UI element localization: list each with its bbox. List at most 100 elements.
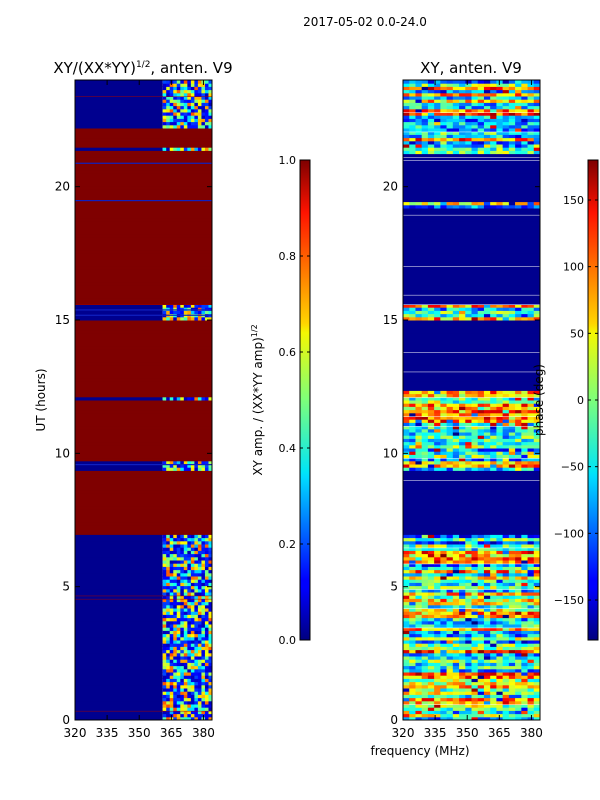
heat-cell xyxy=(201,576,206,580)
heat-cell xyxy=(434,310,441,315)
heat-cell xyxy=(197,681,202,686)
heat-cell xyxy=(166,115,171,119)
heat-cell xyxy=(440,697,447,702)
heat-cell xyxy=(75,393,212,398)
heat-cell xyxy=(409,710,416,715)
heat-cell xyxy=(521,624,528,628)
heat-cell xyxy=(403,179,540,183)
heat-cell xyxy=(515,649,522,654)
heat-cell xyxy=(521,105,528,110)
heat-cell xyxy=(197,592,202,596)
heat-cell xyxy=(75,377,212,382)
heat-cell xyxy=(496,441,503,446)
heat-cell xyxy=(446,428,454,433)
heat-cell xyxy=(403,188,540,193)
heat-cell xyxy=(409,201,416,206)
heat-cell xyxy=(440,313,447,318)
heat-cell xyxy=(415,438,422,443)
heat-cell xyxy=(533,124,540,129)
heat-cell xyxy=(421,611,429,615)
heat-cell xyxy=(421,627,429,631)
heat-cell xyxy=(483,633,491,638)
heat-cell xyxy=(527,448,535,452)
heat-cell xyxy=(409,147,416,151)
heat-cell xyxy=(403,342,540,347)
heat-cell xyxy=(440,598,447,603)
heat-cell xyxy=(452,662,460,667)
heat-cell xyxy=(208,595,212,599)
heat-cell xyxy=(502,464,510,468)
heat-cell xyxy=(75,435,212,439)
heat-cell xyxy=(75,314,212,316)
heat-cell xyxy=(434,582,441,587)
heat-cell xyxy=(190,89,195,94)
heat-cell xyxy=(496,115,503,119)
heat-cell xyxy=(483,617,491,622)
heat-cell xyxy=(459,688,466,692)
heat-cell xyxy=(459,601,466,606)
heat-cell xyxy=(452,704,460,708)
heat-cell xyxy=(527,438,535,443)
heat-cell xyxy=(75,515,212,519)
heat-cell xyxy=(194,652,199,657)
heat-cell xyxy=(180,604,185,609)
heat-cell xyxy=(403,278,540,283)
heat-cell xyxy=(75,454,212,459)
heat-cell xyxy=(471,400,479,404)
heat-cell xyxy=(176,643,181,647)
heat-cell xyxy=(521,576,528,580)
heat-cell xyxy=(527,646,535,651)
heat-cell xyxy=(446,707,454,711)
heat-cell xyxy=(194,659,199,663)
heat-cell xyxy=(75,396,163,401)
heat-cell xyxy=(190,684,195,689)
heat-cell xyxy=(452,595,460,599)
heat-cell xyxy=(440,576,447,580)
heat-cell xyxy=(446,313,454,318)
heat-cell xyxy=(180,96,185,100)
heat-cell xyxy=(527,579,535,583)
heat-cell xyxy=(527,649,535,654)
heat-cell xyxy=(197,556,202,561)
heat-cell xyxy=(440,96,447,100)
heat-cell xyxy=(427,704,435,708)
heat-cell xyxy=(208,700,212,705)
heat-cell xyxy=(515,412,522,417)
heat-cell xyxy=(465,694,472,699)
heat-cell xyxy=(496,105,503,110)
heat-cell xyxy=(187,620,192,625)
heat-cell xyxy=(403,678,410,683)
heat-cell xyxy=(446,144,454,148)
heat-cell xyxy=(403,601,410,606)
heat-cell xyxy=(465,115,472,119)
heat-cell xyxy=(409,99,416,103)
heat-cell xyxy=(75,534,163,539)
heat-cell xyxy=(508,700,516,705)
heat-cell xyxy=(166,595,171,599)
heat-cell xyxy=(208,569,212,574)
heat-cell xyxy=(409,544,416,548)
heat-cell xyxy=(201,652,206,657)
heat-cell xyxy=(403,640,410,644)
heat-cell xyxy=(515,579,522,583)
heat-cell xyxy=(477,460,485,465)
heat-cell xyxy=(166,396,171,401)
heat-cell xyxy=(403,80,410,84)
heat-cell xyxy=(180,598,185,603)
heat-cell xyxy=(490,403,497,407)
heat-cell xyxy=(183,105,188,110)
heat-cell xyxy=(459,595,466,599)
heat-cell xyxy=(75,432,212,436)
heat-cell xyxy=(201,649,206,654)
heat-cell xyxy=(204,83,209,87)
heat-cell xyxy=(434,633,441,638)
heat-cell xyxy=(527,608,535,612)
heat-cell xyxy=(169,563,174,567)
heat-cell xyxy=(496,134,503,139)
heat-cell xyxy=(187,566,192,571)
heat-cell xyxy=(197,460,202,465)
heat-cell xyxy=(452,86,460,91)
heat-cell xyxy=(434,608,441,612)
heat-cell xyxy=(446,540,454,545)
heat-cell xyxy=(477,710,485,715)
